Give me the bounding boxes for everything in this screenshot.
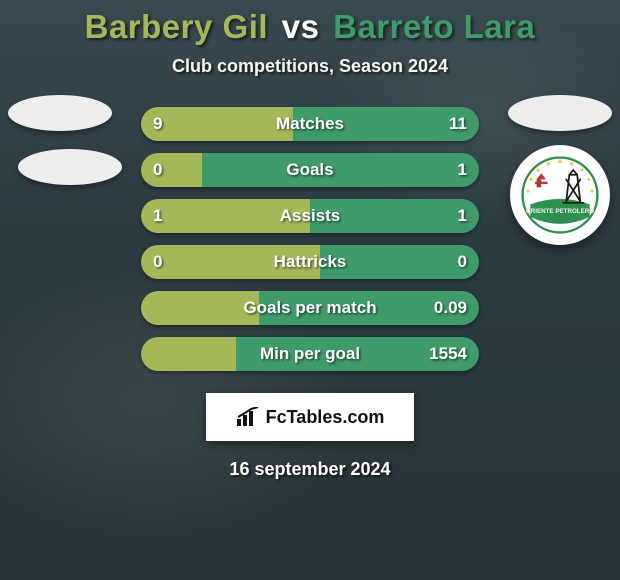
stat-rows: 9Matches110Goals11Assists10Hattricks0Goa… (141, 107, 479, 371)
player1-name: Barbery Gil (85, 8, 268, 45)
stat-value-right: 0 (458, 252, 467, 272)
brand-badge[interactable]: FcTables.com (206, 393, 414, 441)
stat-value-right: 1 (458, 206, 467, 226)
stat-value-right: 1 (458, 160, 467, 180)
chart-icon (236, 407, 260, 427)
stat-label: Goals per match (243, 298, 376, 318)
stat-row: Goals per match 0.09 (141, 291, 479, 325)
stat-value-right: 11 (449, 114, 467, 134)
page-title: Barbery Gil vs Barreto Lara (85, 8, 536, 46)
stat-value-left: 1 (153, 206, 162, 226)
stat-bar-left (141, 107, 293, 141)
generated-date: 16 september 2024 (229, 459, 390, 480)
stat-bar-left (141, 291, 259, 325)
left-club-placeholder-2 (18, 149, 122, 185)
stat-row: Min per goal 1554 (141, 337, 479, 371)
stat-label: Assists (280, 206, 340, 226)
stat-label: Goals (286, 160, 333, 180)
right-club-crest: ORIENTE PETROLERO (510, 145, 610, 245)
brand-text: FcTables.com (266, 407, 385, 428)
stat-row: 1 Assists 1 (141, 199, 479, 233)
crest-icon: ORIENTE PETROLERO (521, 156, 599, 234)
stat-bar-left (141, 337, 236, 371)
stat-row: 0 Goals 1 (141, 153, 479, 187)
stat-value-right: 1554 (429, 344, 467, 364)
stat-value-left: 0 (153, 160, 162, 180)
stat-label: Min per goal (260, 344, 360, 364)
player2-name: Barreto Lara (333, 8, 535, 45)
stat-row: 9 Matches 11 (141, 107, 479, 141)
stat-label: Hattricks (274, 252, 347, 272)
left-club-placeholder-1 (8, 95, 112, 131)
svg-text:ORIENTE PETROLERO: ORIENTE PETROLERO (526, 208, 594, 215)
stats-area: ORIENTE PETROLERO 9Matches110Goals11Assi… (0, 107, 620, 371)
stat-value-left: 0 (153, 252, 162, 272)
vs-separator: vs (278, 8, 324, 45)
subtitle: Club competitions, Season 2024 (172, 56, 448, 77)
stat-value-left: 9 (153, 114, 162, 134)
stat-bar-left (141, 153, 202, 187)
comparison-card: Barbery Gil vs Barreto Lara Club competi… (0, 0, 620, 580)
stat-row: 0 Hattricks 0 (141, 245, 479, 279)
stat-label: Matches (276, 114, 344, 134)
right-club-placeholder-1 (508, 95, 612, 131)
stat-value-right: 0.09 (434, 298, 467, 318)
